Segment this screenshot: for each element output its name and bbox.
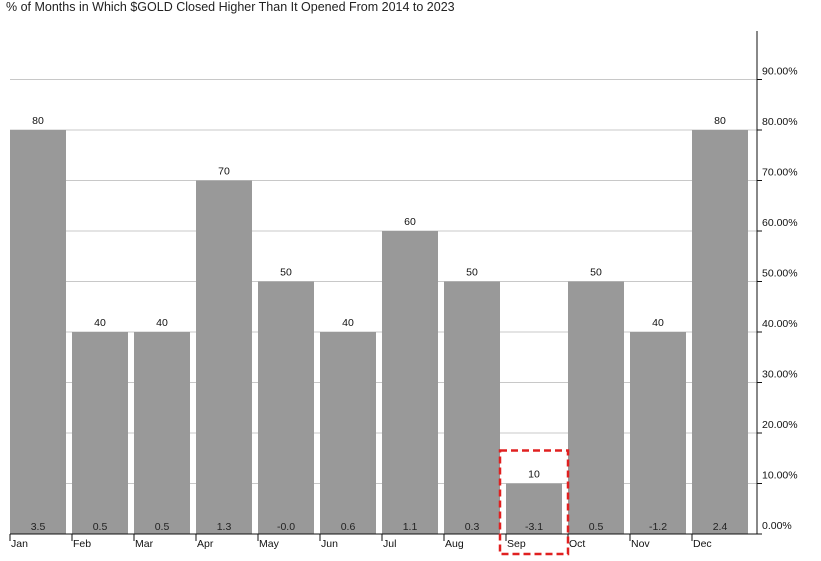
bar-bottom-label: 3.5 xyxy=(31,521,46,533)
y-tick-label: 30.00% xyxy=(762,369,798,381)
bars xyxy=(10,130,748,534)
bar-nov xyxy=(630,332,686,534)
x-tick-label: Oct xyxy=(569,538,585,550)
bar-value-label: 80 xyxy=(714,115,726,127)
bar-labels: 80 3.5 40 0.5 40 0.5 70 1.3 50 -0.0 40 0.6 60 1.1 50 0.… xyxy=(31,115,728,533)
axes: 0.00% 10.00% 20.00% 30.00% 40.00% 50.00% 60.00… xyxy=(9,31,798,550)
x-tick-label: Apr xyxy=(197,538,214,550)
bar-bottom-label: 0.5 xyxy=(93,521,108,533)
y-tick-label: 0.00% xyxy=(762,520,792,532)
bar-aug xyxy=(444,281,500,534)
bar-jul xyxy=(382,231,438,534)
x-tick-label: Dec xyxy=(693,538,712,550)
x-tick-label: Jan xyxy=(11,538,28,550)
x-tick-label: Sep xyxy=(507,538,526,550)
bar-value-label: 10 xyxy=(528,469,540,481)
bar-dec xyxy=(692,130,748,534)
bar-bottom-label: -1.2 xyxy=(649,521,667,533)
x-tick-label: Feb xyxy=(73,538,91,550)
bar-apr xyxy=(196,180,252,534)
y-tick-label: 70.00% xyxy=(762,167,798,179)
bar-value-label: 50 xyxy=(590,267,602,279)
bar-bottom-label: 1.1 xyxy=(403,521,418,533)
x-tick-label: Nov xyxy=(631,538,650,550)
y-tick-label: 40.00% xyxy=(762,318,798,330)
chart-title: % of Months in Which $GOLD Closed Higher… xyxy=(6,0,455,14)
bar-oct xyxy=(568,281,624,534)
x-tick-label: Jun xyxy=(321,538,338,550)
bar-may xyxy=(258,281,314,534)
bar-mar xyxy=(134,332,190,534)
bar-value-label: 60 xyxy=(404,216,416,228)
bar-feb xyxy=(72,332,128,534)
bar-value-label: 70 xyxy=(218,166,230,178)
bar-bottom-label: -0.0 xyxy=(277,521,295,533)
bar-bottom-label: 2.4 xyxy=(713,521,728,533)
highlight-box-sep xyxy=(498,449,570,556)
x-tick-label: Aug xyxy=(445,538,464,550)
x-tick-label: Mar xyxy=(135,538,154,550)
highlight-box xyxy=(498,449,570,556)
y-tick-label: 50.00% xyxy=(762,268,798,280)
bar-value-label: 40 xyxy=(342,317,354,329)
bar-value-label: 50 xyxy=(280,267,292,279)
bar-value-label: 40 xyxy=(156,317,168,329)
y-tick-label: 20.00% xyxy=(762,419,798,431)
y-tick-label: 80.00% xyxy=(762,116,798,128)
bar-bottom-label: 0.5 xyxy=(155,521,170,533)
bar-value-label: 50 xyxy=(466,267,478,279)
bar-jan xyxy=(10,130,66,534)
bar-value-label: 40 xyxy=(652,317,664,329)
y-tick-label: 90.00% xyxy=(762,66,798,78)
bar-sep xyxy=(506,483,562,534)
bar-bottom-label: 0.3 xyxy=(465,521,480,533)
bar-bottom-label: 0.5 xyxy=(589,521,604,533)
bar-bottom-label: 0.6 xyxy=(341,521,356,533)
bar-value-label: 40 xyxy=(94,317,106,329)
bar-jun xyxy=(320,332,376,534)
bar-value-label: 80 xyxy=(32,115,44,127)
y-tick-label: 60.00% xyxy=(762,217,798,229)
bar-bottom-label: 1.3 xyxy=(217,521,232,533)
x-tick-label: May xyxy=(259,538,280,550)
y-tick-label: 10.00% xyxy=(762,470,798,482)
bar-bottom-label: -3.1 xyxy=(525,521,543,533)
x-tick-label: Jul xyxy=(383,538,396,550)
